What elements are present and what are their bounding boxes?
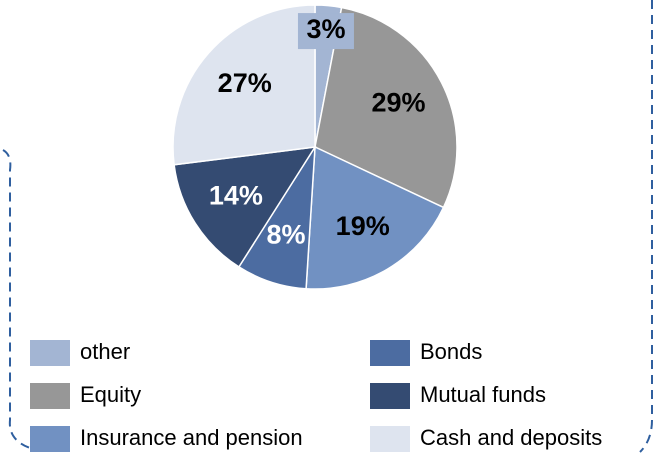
data-label: 8% <box>267 219 306 249</box>
legend-swatch <box>30 426 70 452</box>
slice <box>314 6 458 209</box>
legend-swatch <box>370 340 410 366</box>
legend-swatch <box>30 383 70 409</box>
data-label: 27% <box>218 68 272 98</box>
legend-label: Bonds <box>420 339 482 364</box>
data-label: 29% <box>371 88 425 118</box>
slice <box>173 146 317 268</box>
legend-label: other <box>80 339 130 364</box>
slice <box>305 145 445 290</box>
pie: 3% 29% 19% 8%14% 27% <box>172 4 458 290</box>
frame-right <box>639 0 653 453</box>
legend-swatch <box>30 340 70 366</box>
legend-label: Cash and deposits <box>420 425 602 450</box>
data-label: 14% <box>209 180 263 210</box>
label-box <box>297 13 354 50</box>
legend-label: Mutual funds <box>420 382 546 407</box>
legend-label: Insurance and pension <box>80 425 303 450</box>
legend: other Equity Insurance and pension Bonds Mut… <box>30 339 602 452</box>
legend-label: Equity <box>80 382 141 407</box>
data-label: 19% <box>336 211 390 241</box>
legend-swatch <box>370 383 410 409</box>
data-label: 3% <box>306 14 345 44</box>
legend-swatch <box>370 426 410 452</box>
slice <box>172 4 316 166</box>
frame-left <box>2 149 31 449</box>
